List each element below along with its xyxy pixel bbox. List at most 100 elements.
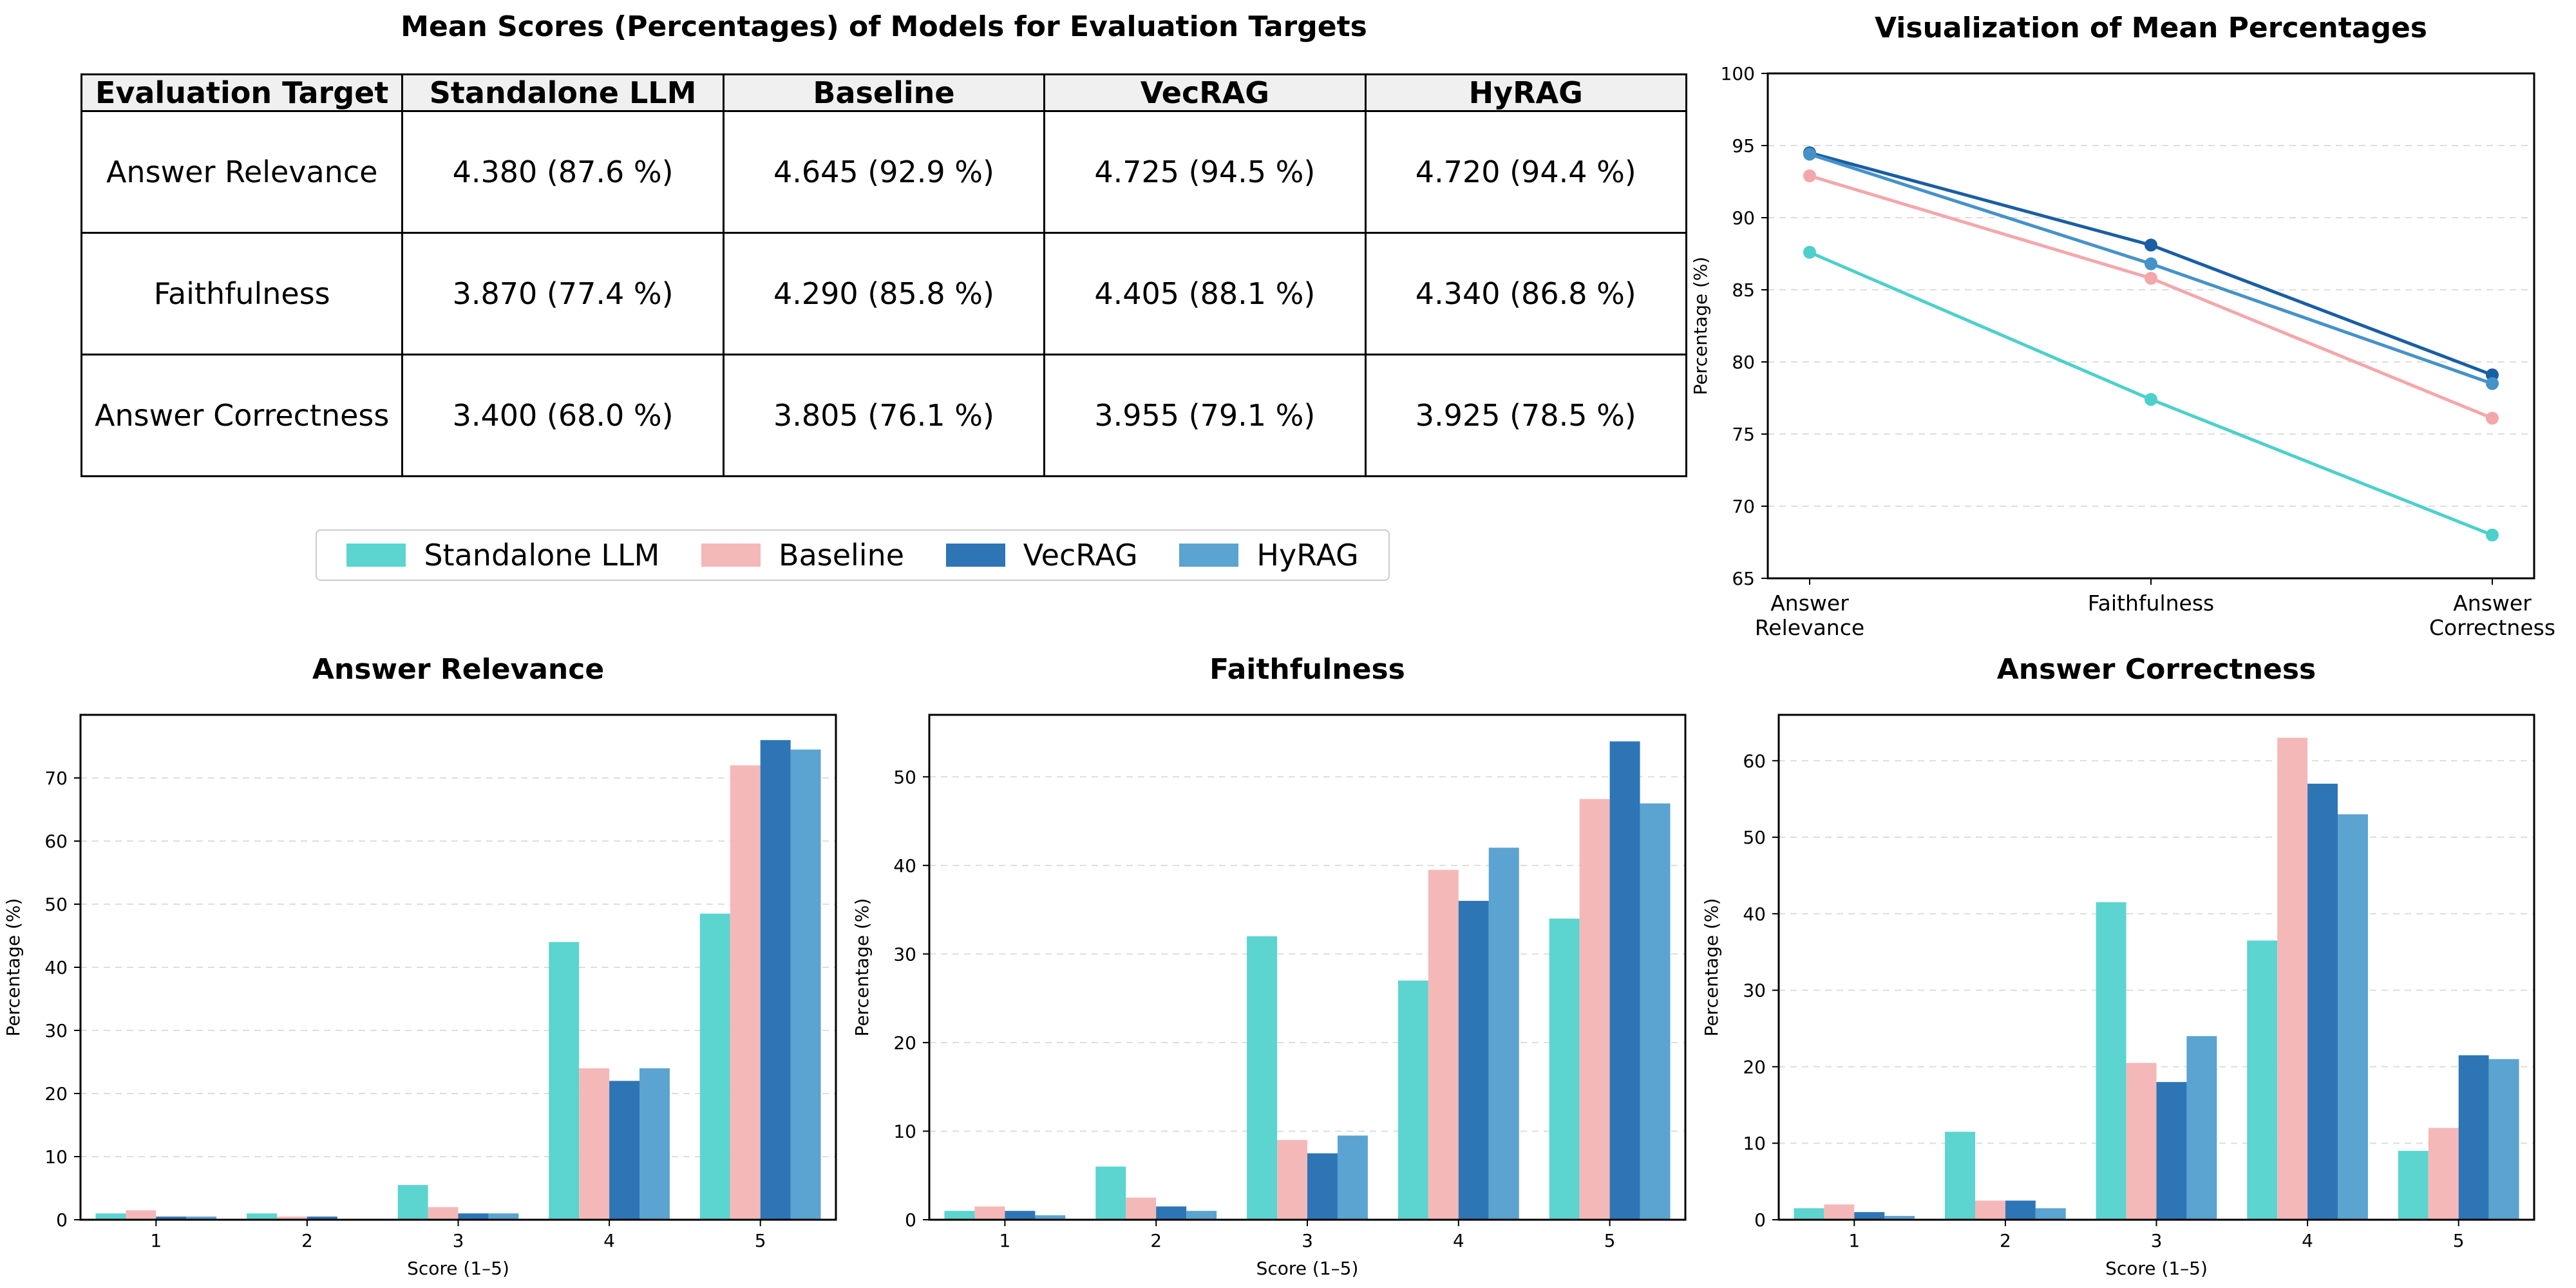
y-tick-label: 20: [893, 1032, 916, 1054]
bar: [428, 1207, 459, 1220]
y-tick-label: 20: [1743, 1056, 1766, 1077]
bar: [944, 1211, 975, 1220]
table-cell: 4.380 (87.6 %): [401, 110, 724, 234]
bar: [639, 1068, 670, 1220]
table-title: Mean Scores (Percentages) of Models for …: [401, 10, 1367, 43]
legend-item: Baseline: [701, 538, 904, 573]
chart-2: Faithfulness 0 10 20 30 40 50 Percentage (%) 1 2 3…: [851, 653, 1687, 1279]
table-header-row: Evaluation Target Standalone LLM Baselin…: [80, 73, 1688, 112]
bar: [126, 1210, 156, 1220]
bar: [2338, 814, 2368, 1220]
y-tick-label: 50: [44, 894, 68, 915]
bar: [2126, 1063, 2157, 1220]
plot-frame: [1777, 714, 2535, 1221]
x-axis-label: Score (1–5): [1256, 1258, 1359, 1279]
bar: [579, 1068, 610, 1220]
bar: [458, 1213, 489, 1220]
x-tick-label: 1: [1848, 1230, 1860, 1251]
bar: [1095, 1166, 1126, 1220]
table-cell: 4.340 (86.8 %): [1364, 232, 1688, 355]
y-tick-label: 0: [905, 1209, 916, 1231]
x-tick-label: Faithfulness: [2088, 591, 2215, 616]
chart-title: Answer Relevance: [312, 653, 604, 686]
bar: [2156, 1082, 2187, 1220]
table-row: Faithfulness 3.870 (77.4 %) 4.290 (85.8 …: [80, 232, 1688, 355]
table-cell: Answer Correctness: [80, 354, 404, 477]
bar: [1277, 1140, 1307, 1220]
table-cell: 4.725 (94.5 %): [1043, 110, 1367, 234]
table-cell: 4.720 (94.4 %): [1364, 110, 1688, 234]
bar: [1884, 1216, 1915, 1220]
chart-3: Answer Correctness 0 10 20 30 40 50 60 Percentag…: [1701, 653, 2535, 1279]
table-cell: 4.405 (88.1 %): [1043, 232, 1367, 355]
table-cell: 3.925 (78.5 %): [1364, 354, 1688, 477]
y-axis-label: Percentage (%): [3, 898, 24, 1037]
data-point: [2486, 377, 2499, 390]
data-point: [2145, 272, 2157, 285]
bar: [1488, 848, 1519, 1220]
x-tick-label: Answer: [1770, 591, 1849, 616]
data-point: [2145, 238, 2157, 252]
bar: [760, 740, 791, 1220]
bar: [1579, 799, 1610, 1220]
bar: [2488, 1059, 2519, 1220]
table-cell: 3.805 (76.1 %): [722, 354, 1046, 477]
y-tick-label: 40: [893, 855, 916, 876]
bar: [1945, 1132, 1975, 1220]
bar: [276, 1217, 307, 1220]
x-tick-label: 4: [2302, 1230, 2313, 1251]
legend-swatch: [1179, 544, 1239, 567]
y-tick-label: 50: [1743, 827, 1766, 848]
x-tick-label: 5: [755, 1230, 766, 1251]
bar: [397, 1185, 428, 1220]
y-tick-label: 30: [1743, 980, 1766, 1001]
x-tick-label: Relevance: [1755, 615, 1864, 640]
data-point: [2486, 412, 2499, 425]
bar: [1609, 741, 1640, 1220]
scores-table: Evaluation Target Standalone LLM Baselin…: [80, 73, 1688, 477]
x-tick-label: 4: [603, 1230, 615, 1251]
bar: [1186, 1211, 1217, 1220]
y-tick-label: 60: [44, 831, 68, 852]
bar: [1794, 1208, 1824, 1220]
x-tick-label: 5: [2453, 1230, 2465, 1251]
legend-label: Baseline: [779, 538, 905, 573]
plot-frame: [928, 714, 1687, 1221]
chart-0: Visualization of Mean Percentages 65 70 75 8…: [1690, 12, 2555, 640]
bar: [247, 1213, 277, 1220]
y-tick-label: 90: [1732, 207, 1755, 229]
y-tick-label: 70: [44, 768, 68, 789]
header-cell: VecRAG: [1043, 73, 1367, 112]
y-tick-label: 80: [1732, 352, 1755, 373]
legend-swatch: [701, 544, 761, 567]
data-point: [2145, 257, 2157, 270]
header-cell: Baseline: [722, 73, 1046, 112]
y-tick-label: 100: [1721, 63, 1755, 84]
bar: [1428, 869, 1459, 1220]
bar: [1126, 1197, 1157, 1220]
bar: [307, 1217, 337, 1220]
bar: [1005, 1211, 1036, 1220]
bar: [1397, 980, 1428, 1220]
x-axis-label: Score (1–5): [2105, 1258, 2208, 1279]
bar: [2458, 1055, 2489, 1220]
x-tick-label: 1: [150, 1230, 162, 1251]
y-tick-label: 50: [893, 766, 916, 788]
table-cell: 4.290 (85.8 %): [722, 232, 1046, 355]
x-tick-label: Answer: [2453, 591, 2532, 616]
y-tick-label: 40: [1743, 904, 1766, 925]
bar: [1824, 1204, 1855, 1220]
data-point: [1803, 169, 1816, 183]
x-tick-label: 2: [1150, 1230, 1162, 1251]
chart-title: Visualization of Mean Percentages: [1875, 12, 2427, 44]
bar: [186, 1217, 217, 1220]
y-tick-label: 85: [1732, 279, 1755, 301]
bar: [609, 1081, 640, 1220]
legend-item: Standalone LLM: [346, 538, 659, 573]
chart-title: Faithfulness: [1209, 653, 1405, 686]
x-tick-label: 2: [2000, 1230, 2011, 1251]
legend-label: Standalone LLM: [424, 538, 660, 573]
table-cell: 3.955 (79.1 %): [1043, 354, 1367, 477]
header-cell: Evaluation Target: [80, 73, 404, 112]
